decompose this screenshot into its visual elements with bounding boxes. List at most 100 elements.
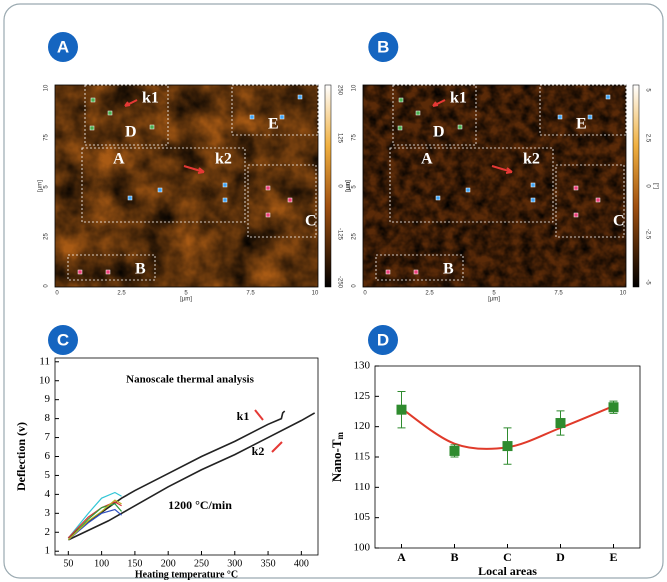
region-marker xyxy=(530,197,536,203)
x-tick-label: 50 xyxy=(63,558,73,569)
x-tick-label: D xyxy=(556,550,565,564)
region-label: k1 xyxy=(450,90,467,107)
panel-label: A xyxy=(57,37,69,56)
region-label: B xyxy=(443,261,454,278)
x-tick-label: 2.5 xyxy=(117,291,126,297)
region-label: A xyxy=(421,151,433,168)
y-tick-label: 2 xyxy=(45,526,51,538)
region-label: B xyxy=(135,261,146,278)
region-marker xyxy=(435,195,441,201)
colorbar-tick: 0 xyxy=(644,184,650,188)
panel-badge xyxy=(368,325,398,355)
x-tick-label: E xyxy=(609,550,617,564)
region-marker xyxy=(297,94,303,100)
x-tick-label: 10 xyxy=(312,291,319,297)
data-point xyxy=(502,441,513,452)
y-tick-label: 105 xyxy=(354,511,371,523)
data-line xyxy=(67,491,122,539)
colorbar-tick: -2.5 xyxy=(644,229,650,240)
y-tick-label: 110 xyxy=(354,481,371,493)
x-tick-label: 2.5 xyxy=(425,291,434,297)
x-tick-label: 10 xyxy=(620,291,627,297)
arrow xyxy=(183,165,205,174)
colorbar-tick: -250 xyxy=(336,276,342,289)
colorbar-unit: [nm] xyxy=(344,180,350,192)
y-tick-label: 10 xyxy=(44,84,50,91)
y-tick-label: 130 xyxy=(354,360,371,372)
y-tick-label: 3 xyxy=(45,507,51,519)
x-tick-label: 100 xyxy=(94,558,109,569)
y-tick-label: 25 xyxy=(44,233,50,240)
region-box xyxy=(247,164,317,238)
y-unit: [µm] xyxy=(38,180,44,192)
y-axis-label: Nano-Tm xyxy=(329,431,345,482)
region-box xyxy=(81,147,246,223)
x-tick-label: 150 xyxy=(127,558,142,569)
y-tick-label: 25 xyxy=(352,233,358,240)
y-tick-label: 10 xyxy=(352,84,358,91)
region-box xyxy=(389,147,554,223)
data-line xyxy=(67,499,122,541)
y-tick-label: 100 xyxy=(354,542,371,554)
y-tick-label: 1 xyxy=(45,545,51,557)
region-marker xyxy=(157,187,163,193)
region-label: C xyxy=(305,213,317,230)
data-line xyxy=(67,412,316,541)
x-tick-label: 300 xyxy=(227,558,242,569)
region-marker xyxy=(105,269,111,275)
chart-title: Nanoscale thermal analysis xyxy=(126,374,254,386)
y-tick-label: 120 xyxy=(354,420,371,432)
x-unit: [µm] xyxy=(180,297,192,303)
y-tick-label: 5 xyxy=(45,469,51,481)
region-box xyxy=(392,84,477,146)
x-unit: [µm] xyxy=(488,297,500,303)
y-tick-label: 0 xyxy=(352,284,358,288)
x-tick-label: 5 xyxy=(492,291,496,297)
arrow xyxy=(124,99,138,107)
region-marker xyxy=(557,114,563,120)
y-axis-title-main: Nano-T xyxy=(329,439,344,482)
region-marker xyxy=(89,125,95,131)
y-tick-label: 8 xyxy=(45,412,51,424)
region-marker xyxy=(573,185,579,191)
annotation: k1 xyxy=(237,409,250,423)
annotation-arrow xyxy=(271,441,283,453)
region-marker xyxy=(587,114,593,120)
panel-badge xyxy=(368,32,399,62)
annotation: 1200 °C/min xyxy=(168,498,232,512)
data-point xyxy=(396,404,407,415)
y-tick-label: 9 xyxy=(45,393,51,405)
y-tick-label: 6 xyxy=(45,450,51,462)
region-label: E xyxy=(268,116,279,133)
region-marker xyxy=(398,97,404,103)
region-marker xyxy=(77,269,83,275)
y-unit: [µm] xyxy=(346,180,352,192)
y-tick-label: 125 xyxy=(354,390,371,402)
x-tick-label: B xyxy=(450,550,458,564)
region-marker xyxy=(465,187,471,193)
colorbar-tick: -125 xyxy=(336,228,342,241)
region-box xyxy=(555,164,625,238)
region-marker xyxy=(107,110,113,116)
region-marker xyxy=(595,197,601,203)
x-tick-label: 400 xyxy=(294,558,309,569)
region-marker xyxy=(265,185,271,191)
colorbar-tick: -5 xyxy=(644,279,650,285)
x-tick-label: 200 xyxy=(161,558,176,569)
x-tick-label: A xyxy=(397,550,406,564)
data-line xyxy=(67,410,286,539)
x-tick-label: 5 xyxy=(184,291,188,297)
region-label: C xyxy=(613,213,625,230)
y-tick-label: 5 xyxy=(44,185,50,189)
y-tick-label: 75 xyxy=(44,134,50,141)
arrow xyxy=(491,165,513,174)
region-marker xyxy=(265,212,271,218)
colorbar-tick: 2.5 xyxy=(644,134,650,143)
region-marker xyxy=(573,212,579,218)
y-axis-title: Deflection (v) xyxy=(14,422,28,491)
data-point xyxy=(608,402,619,413)
panel-label: B xyxy=(377,37,389,56)
colorbar-tick: 125 xyxy=(336,133,342,144)
